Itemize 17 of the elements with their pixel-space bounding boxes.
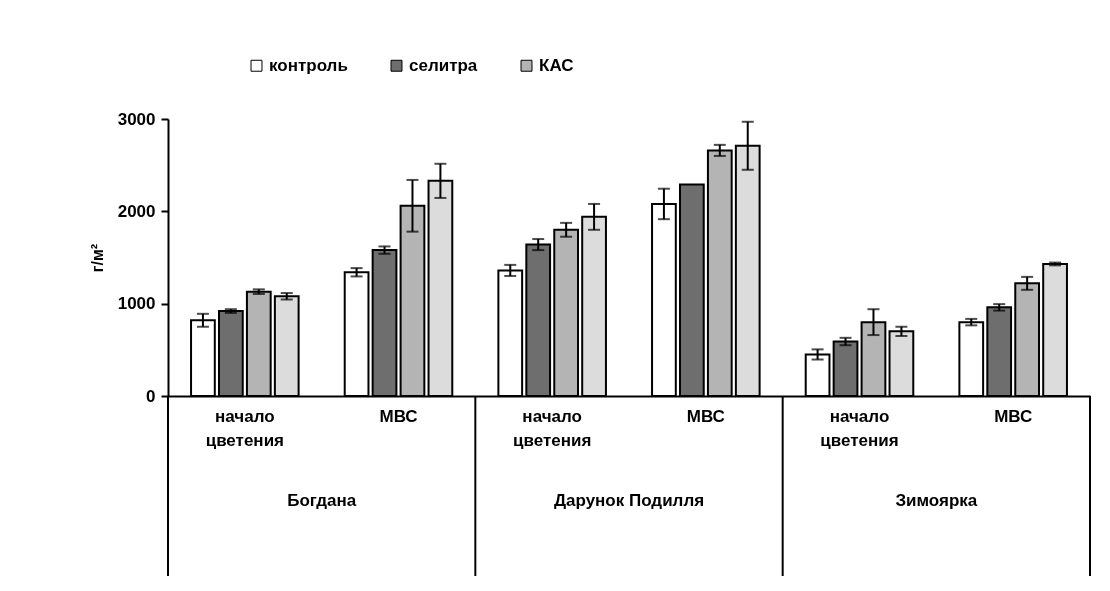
x-tick-label: начало цветения (205, 406, 284, 450)
x-tick-label: начало цветения (820, 406, 899, 450)
y-tick-label: 1000 (117, 294, 156, 314)
text: Зимоярка (895, 491, 978, 510)
text: Дарунок Подилля (553, 491, 705, 510)
legend-label: КАС (539, 55, 574, 75)
y-axis-title: г/м² (88, 243, 106, 273)
x-tick-label: начало цветения (513, 406, 592, 450)
x-tick-label: МВС (686, 406, 725, 426)
x-tick-label: МВС (994, 406, 1033, 426)
y-tick-label: 2000 (117, 201, 156, 221)
x-tick-label: МВС (379, 406, 418, 426)
y-tick-label: 3000 (117, 109, 156, 129)
legend-label: контроль (269, 55, 348, 75)
text: Богдана (287, 491, 357, 510)
legend-label: селитра (409, 55, 478, 75)
y-tick-label: 0 (146, 386, 156, 406)
